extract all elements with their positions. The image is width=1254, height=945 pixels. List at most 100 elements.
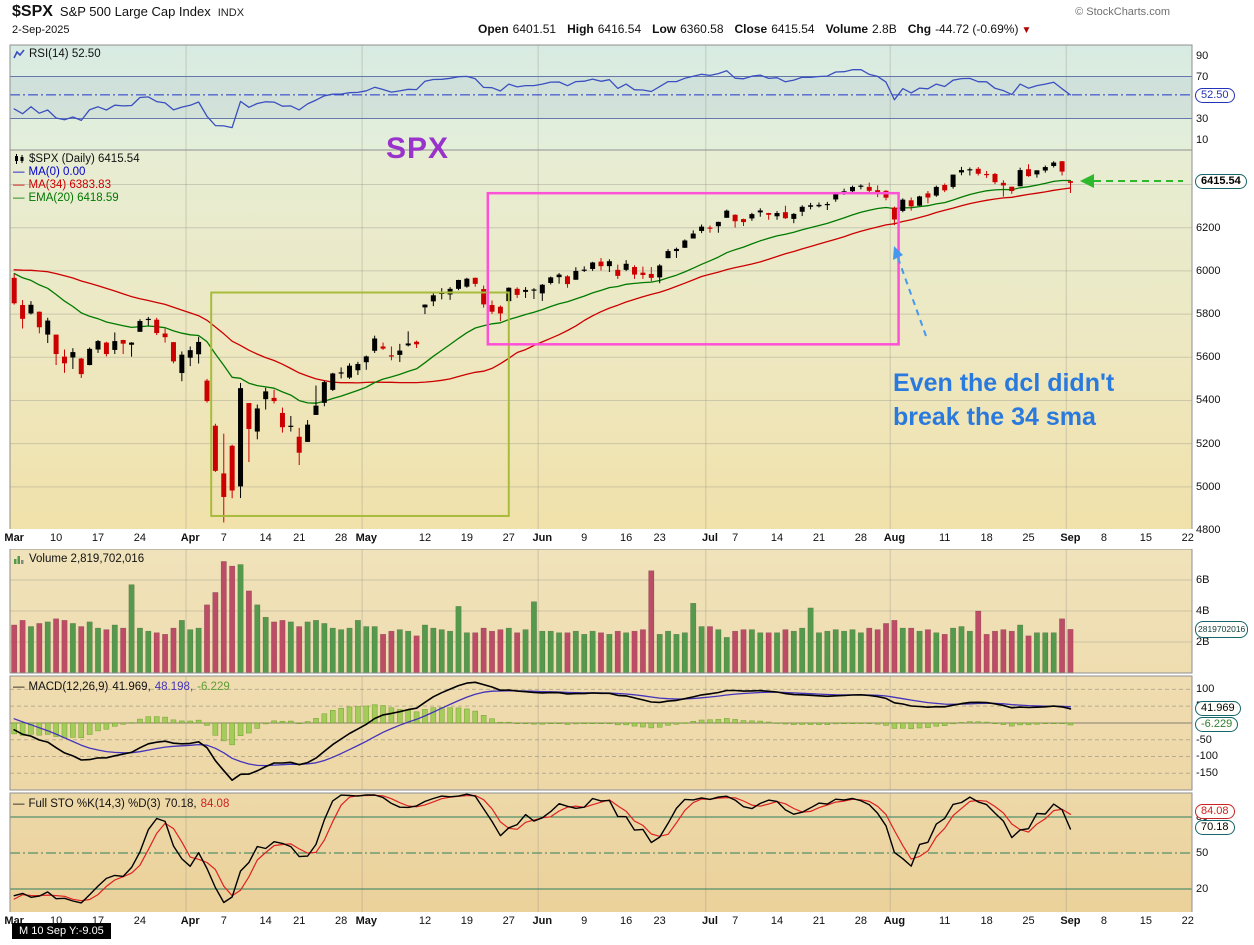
x-axis-tick-label: 28 — [854, 915, 867, 927]
ma34-legend: — MA(34) 6383.83 — [13, 179, 140, 191]
x-axis-tick-label: Sep — [1060, 915, 1081, 927]
y-axis-label: 5800 — [1196, 308, 1221, 321]
y-axis-label: -50 — [1196, 733, 1212, 746]
x-axis-tick-label: 14 — [770, 915, 784, 927]
x-axis-tick-label: 14 — [259, 915, 272, 927]
x-axis-tick-label: 25 — [1022, 532, 1035, 544]
x-axis-tick-label: 27 — [502, 532, 515, 544]
symbol: $SPX — [12, 3, 53, 20]
x-axis-tick-label: 19 — [460, 915, 473, 927]
exchange: INDX — [217, 7, 245, 19]
note-line-1: Even the dcl didn't — [893, 369, 1115, 397]
x-axis-tick-label: 23 — [653, 532, 666, 544]
x-axis-tick-label: 15 — [1139, 915, 1153, 927]
volume-legend-label: Volume 2,819,702,016 — [29, 553, 145, 565]
x-axis-tick-label: 18 — [980, 915, 993, 927]
x-axis-tick-label: 7 — [220, 915, 227, 927]
open-value: 6401.51 — [512, 22, 557, 36]
y-axis-label: 4B — [1196, 605, 1210, 617]
macd-value-pill: 41.969 — [1195, 701, 1241, 716]
y-axis-label: 5600 — [1196, 351, 1221, 364]
x-axis-tick-label: 19 — [460, 532, 473, 544]
y-axis-label: -100 — [1196, 750, 1219, 763]
low-value: 6360.58 — [680, 22, 724, 36]
ema20-legend: — EMA(20) 6418.59 — [13, 192, 140, 204]
x-axis-tick-label: 16 — [620, 915, 633, 927]
note-annotation: Even the dcl didn't break the 34 sma — [893, 366, 1114, 434]
x-axis-tick-label: Sep — [1060, 532, 1081, 544]
x-axis-tick-label: Jul — [702, 915, 718, 927]
y-axis-label: 70 — [1196, 70, 1209, 83]
change-label: Chg — [907, 22, 932, 36]
note-line-2: break the 34 sma — [893, 403, 1096, 431]
x-axis-tick-label: 28 — [335, 915, 348, 927]
quote-bar: Open 6401.51 High 6416.54 Low 6360.58 Close 641… — [478, 22, 1031, 36]
x-axis-tick-label: May — [355, 915, 377, 927]
volume-value-pill: 2819702016 — [1195, 621, 1249, 638]
x-axis-tick-label: Jun — [532, 532, 553, 544]
high-label: High — [567, 22, 594, 36]
x-axis-tick-label: 9 — [581, 532, 588, 544]
macd-signal-value: 48.198, — [154, 681, 194, 693]
change-value: -44.72 (-0.69%) — [935, 22, 1019, 36]
sto-k-value: 70.18, — [164, 798, 197, 810]
macd-legend: — MACD(12,26,9) 41.969, 48.198, -6.229 — [13, 681, 230, 693]
x-axis-tick-label: 9 — [581, 915, 588, 927]
candlestick-chart-icon — [13, 153, 25, 165]
x-axis-tick-label: 7 — [732, 532, 739, 544]
ma0-line-swatch: — — [13, 166, 25, 178]
x-axis-tick-label: Mar — [4, 532, 24, 544]
price-value-pill: 6415.54 — [1195, 174, 1247, 189]
x-axis-tick-label: 21 — [812, 532, 826, 544]
y-axis-label: 90 — [1196, 49, 1209, 62]
ma34-label: MA(34) 6383.83 — [28, 179, 111, 191]
y-axis-label: 50 — [1196, 847, 1209, 859]
y-axis-label: 5200 — [1196, 437, 1221, 450]
x-axis-tick-label: 22 — [1181, 915, 1194, 927]
rsi-value-pill: 52.50 — [1195, 88, 1235, 103]
ma0-legend: — MA(0) 0.00 — [13, 166, 140, 178]
macd-legend-label: MACD(12,26,9) — [28, 681, 109, 693]
copyright: © StockCharts.com — [1075, 6, 1170, 18]
x-axis-tick-label: 21 — [293, 915, 306, 927]
x-axis-tick-label: 27 — [502, 915, 515, 927]
x-axis-tick-label: 23 — [653, 915, 666, 927]
ema20-line-swatch: — — [13, 192, 25, 204]
y-axis-label: 100 — [1196, 683, 1215, 696]
x-axis-tick-label: 8 — [1100, 532, 1108, 544]
y-axis-label: 6B — [1196, 574, 1210, 586]
y-axis-label: 6000 — [1196, 264, 1221, 277]
sto-d-value-pill: 84.08 — [1195, 804, 1235, 819]
y-axis-label: 6200 — [1196, 221, 1221, 234]
rsi-legend-label: RSI(14) 52.50 — [29, 48, 101, 60]
x-axis-tick-label: 28 — [335, 532, 348, 544]
close-label: Close — [734, 22, 768, 36]
macd-hist-value-pill: -6.229 — [1195, 717, 1239, 732]
x-axis-tick-label: 12 — [418, 915, 432, 927]
open-label: Open — [478, 22, 509, 36]
y-axis-label: 5400 — [1196, 394, 1221, 407]
y-axis-label: 20 — [1196, 883, 1209, 895]
macd-line-swatch: — — [13, 681, 25, 693]
x-axis-tick-label: 18 — [980, 532, 993, 544]
spx-annotation: SPX — [386, 132, 450, 165]
y-axis-label: 10 — [1196, 133, 1209, 146]
close-value: 6415.54 — [771, 22, 815, 36]
y-axis-label: -150 — [1196, 767, 1219, 780]
y-axis-label: 4800 — [1196, 524, 1221, 536]
x-axis-tick-label: 21 — [293, 532, 306, 544]
x-axis-tick-label: 25 — [1022, 915, 1035, 927]
x-axis-tick-label: 11 — [938, 915, 951, 927]
macd-value: 41.969, — [112, 681, 151, 693]
low-label: Low — [652, 22, 677, 36]
chart-header: $SPX S&P 500 Large Cap Index INDX — [12, 3, 244, 21]
price-legend-title-row: $SPX (Daily) 6415.54 — [13, 153, 140, 165]
x-axis-tick-label: 24 — [133, 915, 147, 927]
ma34-line-swatch: — — [13, 179, 25, 191]
x-axis-tick-label: 24 — [133, 532, 147, 544]
x-axis-tick-label: May — [355, 532, 377, 544]
crosshair-readout: M 10 Sep Y:-9.05 — [12, 923, 111, 939]
x-axis-tick-label: Jun — [532, 915, 553, 927]
